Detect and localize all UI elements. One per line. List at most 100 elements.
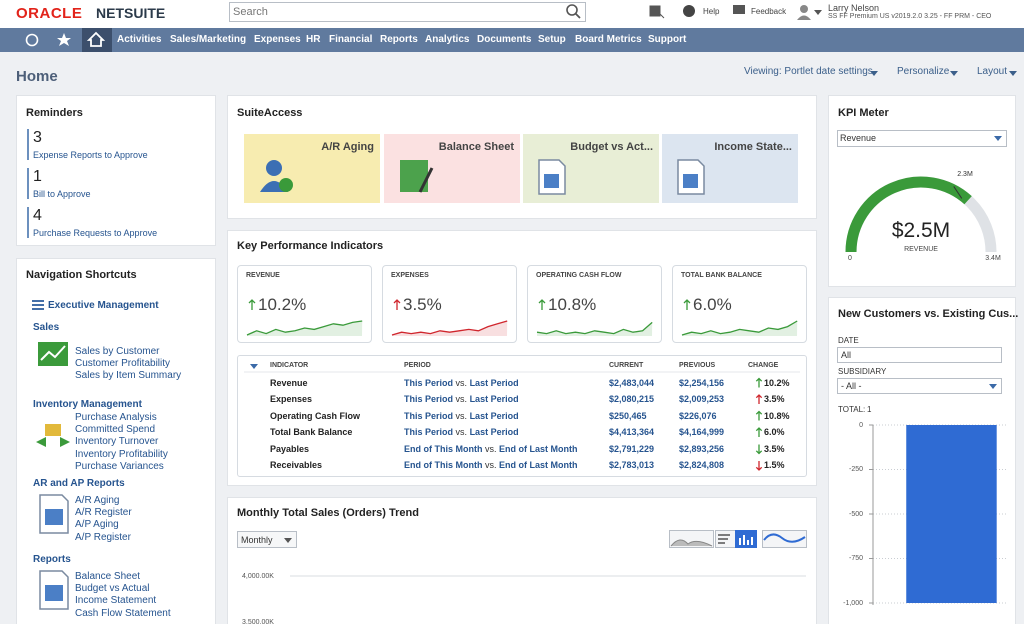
- search-box[interactable]: [229, 2, 586, 22]
- tile-title: A/R Aging: [321, 140, 374, 153]
- reminder-link[interactable]: Bill to Approve: [33, 188, 91, 199]
- meter-select[interactable]: [837, 130, 1007, 147]
- portlet-title: Monthly Total Sales (Orders) Trend: [237, 506, 419, 519]
- personalize-link[interactable]: Personalize: [897, 66, 950, 77]
- period[interactable]: This Period vs. Last Period: [404, 426, 519, 439]
- shortcut-group: Sales: [33, 322, 60, 333]
- dropdown-caret: [1009, 71, 1017, 76]
- table-header: PREVIOUS: [679, 361, 716, 369]
- home-button[interactable]: [82, 28, 112, 52]
- previous-value[interactable]: $2,254,156: [679, 377, 725, 388]
- shortcut-link[interactable]: Customer Profitability: [75, 358, 171, 370]
- kpi-card-value: 10.2%: [258, 294, 307, 314]
- shortcut-link[interactable]: A/R Register: [75, 507, 132, 519]
- shortcut-link[interactable]: Budget vs Actual: [75, 583, 150, 595]
- reminder-link[interactable]: Purchase Requests to Approve: [33, 227, 158, 238]
- shortcut-link[interactable]: Cash Flow Statement: [75, 607, 171, 619]
- period-from[interactable]: End of This Month: [404, 443, 483, 454]
- nav-item[interactable]: Analytics: [425, 34, 470, 45]
- subsidiary-select[interactable]: [837, 378, 1002, 394]
- nav-item[interactable]: Board Metrics: [575, 34, 642, 45]
- nav-item[interactable]: Documents: [477, 34, 532, 45]
- viewing-link[interactable]: Viewing: Portlet date settings: [744, 66, 873, 77]
- period-to[interactable]: Last Period: [469, 410, 519, 421]
- shortcut-link[interactable]: Purchase Variances: [75, 460, 164, 472]
- period-to[interactable]: Last Period: [469, 394, 519, 404]
- shortcut-link[interactable]: A/P Register: [75, 531, 131, 543]
- nav-item[interactable]: Financial: [329, 34, 373, 45]
- gauge-value: $2.5M: [891, 218, 951, 242]
- shortcut-group: Reports: [33, 554, 71, 565]
- current-value[interactable]: $2,080,215: [609, 394, 655, 404]
- previous-value[interactable]: $2,009,253: [679, 394, 725, 404]
- period-to[interactable]: End of Last Month: [499, 460, 578, 470]
- shortcut-link[interactable]: Inventory Turnover: [75, 436, 159, 448]
- nav-item[interactable]: Sales/Marketing: [170, 34, 247, 45]
- period-to[interactable]: Last Period: [469, 427, 519, 437]
- period-from[interactable]: End of This Month: [404, 460, 483, 470]
- nav-item[interactable]: HR: [306, 34, 321, 45]
- period-from[interactable]: This Period: [404, 410, 454, 421]
- period-from[interactable]: This Period: [404, 377, 454, 388]
- previous-value[interactable]: $4,164,999: [679, 427, 725, 437]
- chart-type-toggle[interactable]: [669, 530, 714, 548]
- nav-item[interactable]: Expenses: [254, 34, 301, 45]
- shortcut-link[interactable]: Purchase Analysis: [75, 412, 157, 423]
- nav-item[interactable]: Support: [648, 34, 687, 45]
- chart-style-toggle[interactable]: [762, 530, 807, 548]
- date-input[interactable]: [837, 347, 1002, 363]
- period-select[interactable]: [237, 531, 297, 548]
- shortcut-link[interactable]: Committed Spend: [75, 424, 156, 436]
- period-to[interactable]: Last Period: [469, 377, 519, 388]
- shortcut-link[interactable]: Balance Sheet: [75, 571, 141, 582]
- period-to[interactable]: End of Last Month: [499, 443, 578, 454]
- brand: ORACLE: [16, 4, 83, 22]
- kpi-card-value: 3.5%: [403, 294, 442, 314]
- previous-value[interactable]: $226,076: [679, 410, 717, 421]
- current-value[interactable]: $2,483,044: [609, 377, 655, 388]
- period[interactable]: End of This Month vs. End of Last Month: [404, 443, 578, 456]
- gauge-target-label: 2.3M: [957, 170, 973, 178]
- kpi-card-value: 6.0%: [693, 294, 732, 314]
- shortcut-section[interactable]: Executive Management: [48, 300, 159, 311]
- reminders-portlet: [16, 95, 216, 246]
- nav-item[interactable]: Reports: [380, 34, 418, 45]
- field-label: DATE: [838, 336, 859, 345]
- change-value: 3.5%: [764, 443, 785, 454]
- period-vs: vs.: [455, 377, 468, 388]
- current-value[interactable]: $250,465: [609, 410, 647, 421]
- current-value[interactable]: $4,413,364: [609, 427, 655, 437]
- period-from[interactable]: This Period: [404, 394, 454, 404]
- nav-item[interactable]: Activities: [117, 34, 162, 45]
- shortcut-link[interactable]: A/R Aging: [75, 495, 120, 506]
- help-link[interactable]: Help: [703, 7, 720, 16]
- chart-type-active[interactable]: [735, 530, 757, 548]
- previous-value[interactable]: $2,893,256: [679, 443, 725, 454]
- reminder-link[interactable]: Expense Reports to Approve: [33, 149, 148, 160]
- current-value[interactable]: $2,791,229: [609, 443, 655, 454]
- shortcut-link[interactable]: Sales by Item Summary: [75, 370, 182, 382]
- kpi-card-label: REVENUE: [246, 271, 280, 279]
- shortcut-link[interactable]: A/P Aging: [75, 519, 119, 531]
- current-value[interactable]: $2,783,013: [609, 460, 655, 470]
- tile-title: Budget vs Act...: [570, 140, 653, 153]
- period[interactable]: This Period vs. Last Period: [404, 410, 519, 423]
- indicator: Total Bank Balance: [270, 427, 353, 437]
- period[interactable]: This Period vs. Last Period: [404, 393, 519, 406]
- shortcut-link[interactable]: Inventory Profitability: [75, 448, 168, 460]
- period-from[interactable]: This Period: [404, 427, 454, 437]
- feedback-link[interactable]: Feedback: [751, 7, 787, 16]
- reminder-count: 3: [33, 129, 42, 146]
- period[interactable]: This Period vs. Last Period: [404, 377, 519, 390]
- shortcut-link[interactable]: Sales by Customer: [75, 346, 160, 357]
- total-value: 1: [867, 405, 872, 414]
- layout-link[interactable]: Layout: [977, 66, 1008, 77]
- shortcut-link[interactable]: Income Statement: [75, 595, 157, 607]
- period[interactable]: End of This Month vs. End of Last Month: [404, 459, 578, 472]
- nav-item[interactable]: Setup: [538, 34, 566, 45]
- previous-value[interactable]: $2,824,808: [679, 460, 725, 470]
- period-vs: vs.: [455, 427, 468, 437]
- gauge-max: 3.4M: [985, 254, 1001, 262]
- meter-select-value: Revenue: [840, 132, 877, 143]
